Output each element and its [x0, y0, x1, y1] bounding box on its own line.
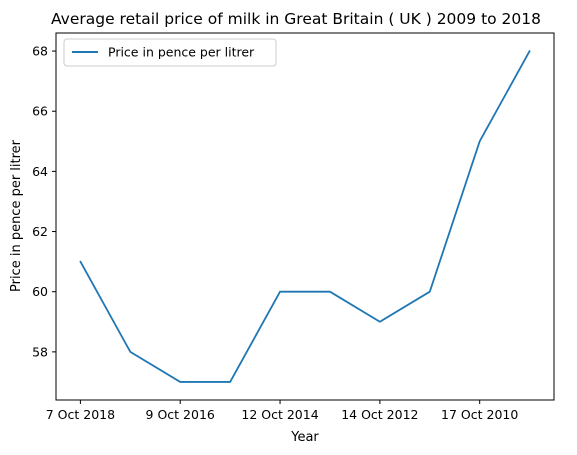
series-line-price	[79, 50, 531, 383]
y-axis: 58 60 62 64 66 68	[32, 44, 56, 359]
x-tick-label: 12 Oct 2014	[241, 407, 318, 422]
y-tick-label: 66	[32, 104, 48, 119]
x-axis-label: Year	[290, 430, 319, 445]
y-tick-label: 68	[32, 44, 48, 59]
legend-label: Price in pence per litrer	[108, 45, 255, 60]
plot-area-frame	[55, 32, 555, 401]
y-tick-label: 64	[32, 164, 48, 179]
legend: Price in pence per litrer	[63, 38, 277, 67]
x-tick-label: 9 Oct 2016	[146, 407, 215, 422]
y-tick-label: 60	[32, 284, 48, 299]
x-tick-label: 14 Oct 2012	[341, 407, 418, 422]
chart-title: Average retail price of milk in Great Br…	[51, 10, 541, 28]
y-axis-label: Price in pence per litrer	[9, 139, 24, 292]
x-tick-label: 7 Oct 2018	[46, 407, 115, 422]
series-layer	[79, 50, 531, 383]
x-axis: 7 Oct 2018 9 Oct 2016 12 Oct 2014 14 Oct 20…	[46, 400, 518, 422]
y-tick-label: 62	[32, 224, 48, 239]
legend-box	[63, 38, 277, 67]
x-tick-label: 17 Oct 2010	[441, 407, 518, 422]
y-tick-label: 58	[32, 344, 48, 359]
